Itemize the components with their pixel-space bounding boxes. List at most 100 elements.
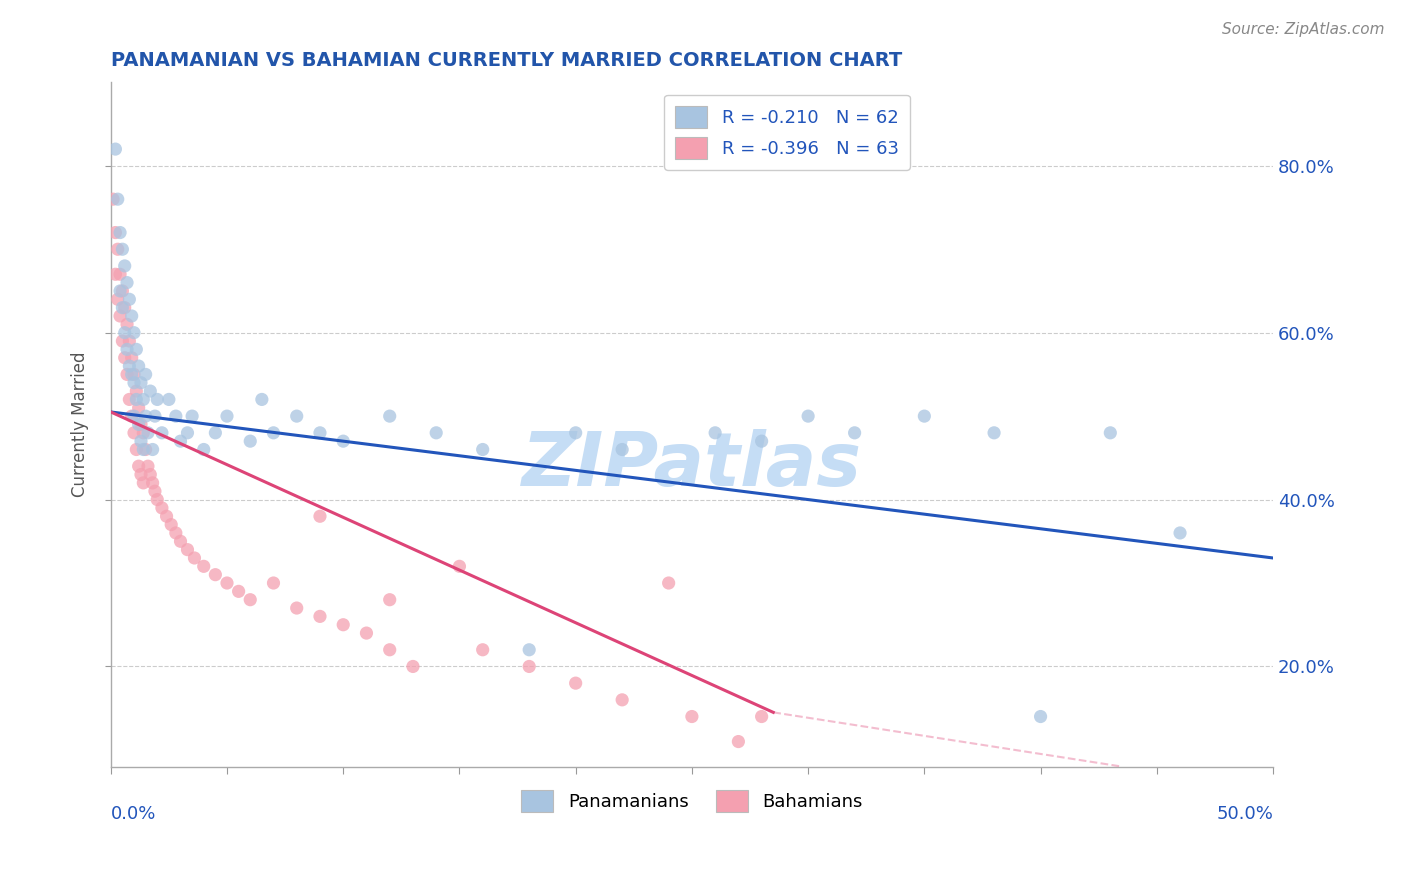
Point <box>118 359 141 373</box>
Point <box>309 609 332 624</box>
Point <box>142 475 165 490</box>
Point <box>356 626 378 640</box>
Point <box>239 434 262 449</box>
Y-axis label: Currently Married: Currently Married <box>72 351 89 497</box>
Point <box>169 434 191 449</box>
Point <box>135 409 157 424</box>
Point <box>564 425 586 440</box>
Point <box>121 351 143 365</box>
Point <box>471 642 494 657</box>
Point <box>612 442 634 457</box>
Point <box>228 584 250 599</box>
Point <box>983 425 1005 440</box>
Point <box>114 259 136 273</box>
Point <box>844 425 866 440</box>
Point <box>129 467 152 482</box>
Point <box>135 368 157 382</box>
Point <box>239 592 262 607</box>
Point <box>114 326 136 340</box>
Point <box>751 709 773 723</box>
Point <box>263 425 285 440</box>
Point <box>118 293 141 307</box>
Point <box>155 509 177 524</box>
Point <box>612 693 634 707</box>
Point <box>378 592 401 607</box>
Point <box>122 409 145 424</box>
Point <box>122 326 145 340</box>
Point <box>215 409 238 424</box>
Point <box>165 409 187 424</box>
Point <box>564 676 586 690</box>
Point <box>128 459 150 474</box>
Point <box>108 226 131 240</box>
Point <box>181 409 204 424</box>
Point <box>136 459 159 474</box>
Point <box>309 509 332 524</box>
Point <box>114 301 136 315</box>
Point <box>129 417 152 432</box>
Point <box>165 525 187 540</box>
Point <box>250 392 273 407</box>
Point <box>128 359 150 373</box>
Point <box>129 376 152 390</box>
Point <box>125 384 148 398</box>
Point <box>658 576 681 591</box>
Point <box>122 368 145 382</box>
Point <box>517 642 540 657</box>
Point <box>263 576 285 591</box>
Point <box>142 442 165 457</box>
Point <box>108 267 131 281</box>
Point <box>101 192 124 206</box>
Point <box>108 309 131 323</box>
Point <box>215 576 238 591</box>
Point <box>132 442 155 457</box>
Point <box>128 417 150 432</box>
Point <box>157 392 180 407</box>
Point <box>107 242 129 256</box>
Point <box>193 442 215 457</box>
Point <box>121 368 143 382</box>
Point <box>332 617 354 632</box>
Point <box>1168 525 1191 540</box>
Point <box>115 318 138 332</box>
Point <box>1029 709 1052 723</box>
Point <box>118 334 141 348</box>
Point <box>104 226 127 240</box>
Text: Source: ZipAtlas.com: Source: ZipAtlas.com <box>1222 22 1385 37</box>
Point <box>150 500 173 515</box>
Point <box>143 409 166 424</box>
Text: 50.0%: 50.0% <box>1216 805 1272 823</box>
Point <box>146 492 169 507</box>
Text: ZIPatlas: ZIPatlas <box>522 429 862 502</box>
Point <box>125 392 148 407</box>
Point <box>183 551 205 566</box>
Point <box>727 734 749 748</box>
Text: PANAMANIAN VS BAHAMIAN CURRENTLY MARRIED CORRELATION CHART: PANAMANIAN VS BAHAMIAN CURRENTLY MARRIED… <box>111 51 903 70</box>
Point <box>332 434 354 449</box>
Point <box>176 425 198 440</box>
Point <box>122 376 145 390</box>
Point <box>681 709 703 723</box>
Point <box>132 475 155 490</box>
Point <box>125 442 148 457</box>
Point <box>402 659 425 673</box>
Point <box>122 425 145 440</box>
Point <box>285 409 308 424</box>
Point <box>146 392 169 407</box>
Point <box>912 409 935 424</box>
Point <box>139 467 162 482</box>
Point <box>121 409 143 424</box>
Point <box>751 434 773 449</box>
Point <box>143 484 166 499</box>
Text: 0.0%: 0.0% <box>111 805 156 823</box>
Point <box>204 567 226 582</box>
Point <box>125 343 148 357</box>
Point <box>107 293 129 307</box>
Point <box>107 192 129 206</box>
Point <box>797 409 820 424</box>
Point <box>517 659 540 673</box>
Point <box>449 559 471 574</box>
Point <box>118 392 141 407</box>
Point <box>160 517 183 532</box>
Point <box>471 442 494 457</box>
